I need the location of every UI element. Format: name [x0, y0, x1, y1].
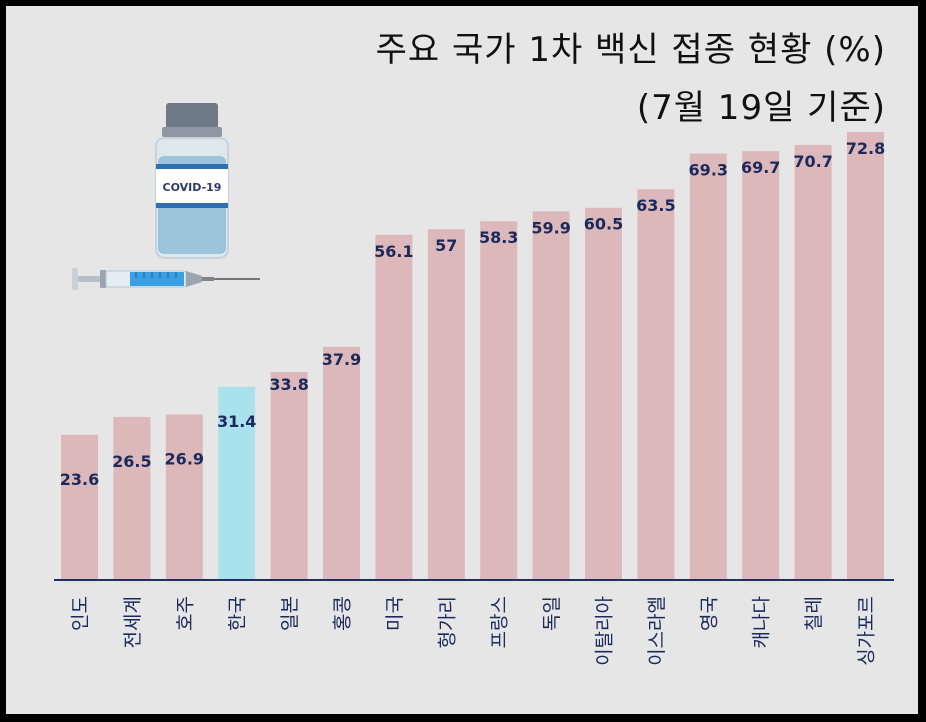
data-label-8: 58.3 [479, 228, 518, 247]
category-label-1: 전세계 [122, 596, 144, 648]
bar-0 [61, 434, 98, 580]
category-label-8: 프랑스 [489, 596, 511, 648]
data-label-10: 60.5 [584, 215, 623, 234]
bar-1 [113, 416, 151, 580]
data-label-1: 26.5 [112, 452, 151, 471]
data-label-11: 63.5 [636, 196, 675, 215]
category-label-3: 한국 [227, 596, 249, 631]
bar-5 [323, 346, 360, 580]
category-label-4: 일본 [279, 596, 301, 631]
data-label-14: 70.7 [793, 152, 832, 171]
bar-4 [270, 372, 308, 580]
data-label-15: 72.8 [846, 139, 885, 158]
bar-12 [689, 153, 727, 581]
category-label-0: 인도 [70, 596, 92, 631]
data-label-13: 69.7 [741, 158, 780, 177]
bar-14 [794, 144, 832, 580]
data-label-5: 37.9 [322, 350, 361, 369]
category-label-6: 미국 [384, 596, 406, 631]
data-label-6: 56.1 [374, 242, 413, 261]
category-label-5: 홍콩 [332, 596, 354, 631]
syringe-icon [72, 268, 260, 290]
category-label-12: 영국 [698, 596, 720, 631]
data-label-12: 69.3 [689, 161, 728, 180]
data-label-9: 59.9 [531, 218, 570, 237]
category-label-15: 싱가포르 [856, 596, 878, 666]
chart-subtitle: (7월 19일 기준) [636, 88, 886, 128]
chart-frame: 주요 국가 1차 백신 접종 현황 (%) (7월 19일 기준) COVID-… [6, 6, 918, 714]
bar-11 [637, 189, 675, 580]
data-label-3: 31.4 [217, 412, 256, 431]
vial-label: COVID-19 [163, 181, 222, 194]
data-label-2: 26.9 [165, 449, 204, 468]
data-label-0: 23.6 [60, 470, 99, 489]
data-label-4: 33.8 [269, 375, 308, 394]
bar-13 [742, 151, 780, 581]
bar-chart: COVID-19 23.6 26.5 26.9 31.4 33.8 37.9 56.1 57 5… [54, 103, 894, 666]
data-label-7: 57 [435, 236, 457, 255]
category-label-9: 독일 [541, 596, 563, 631]
bar-10 [585, 207, 622, 580]
category-label-10: 이탈리아 [594, 596, 616, 666]
bar-8 [480, 221, 518, 580]
category-label-14: 칠레 [803, 596, 825, 631]
category-label-11: 이스라엘 [646, 596, 668, 666]
bar-9 [532, 211, 570, 580]
bar-15 [847, 132, 884, 580]
category-label-2: 호주 [174, 596, 196, 631]
vaccine-vial-icon: COVID-19 [155, 103, 229, 259]
bar-3 [218, 386, 256, 580]
bar-6 [375, 234, 413, 580]
category-label-7: 헝가리 [436, 596, 458, 648]
bar-2 [165, 414, 203, 580]
bar-7 [427, 229, 465, 580]
category-label-13: 캐나다 [751, 596, 773, 648]
chart-title: 주요 국가 1차 백신 접종 현황 (%) [375, 30, 886, 70]
